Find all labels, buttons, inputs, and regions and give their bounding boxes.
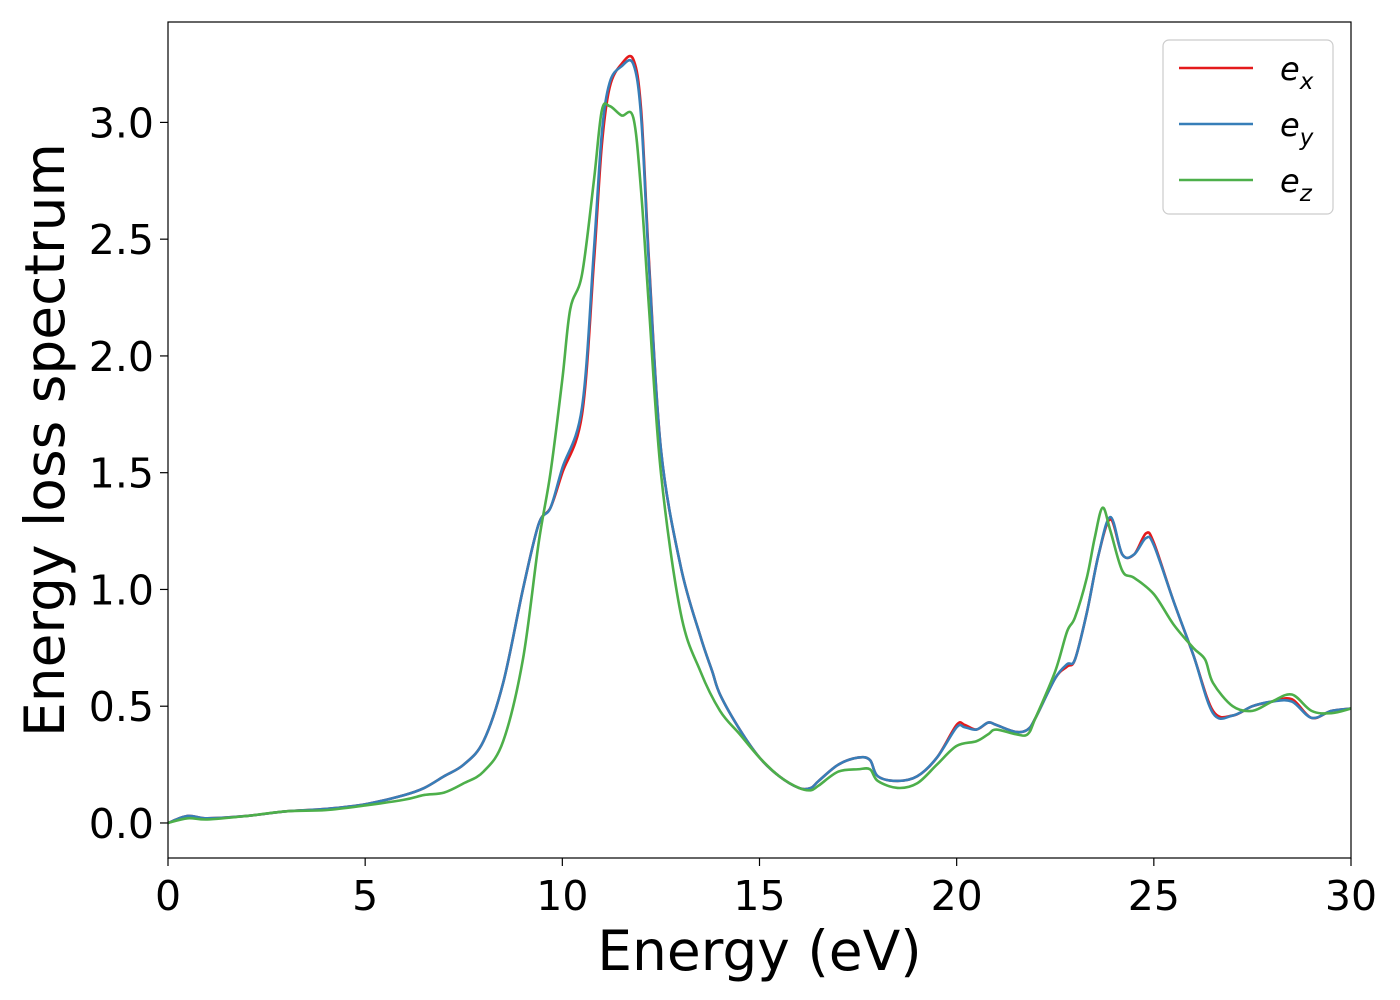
x-axis-title: Energy (eV): [597, 919, 921, 983]
x-tick-label: 10: [536, 872, 588, 920]
x-axis-ticks: 0 5 10 15 20 25 30: [155, 858, 1377, 920]
y-tick-label: 2.5: [89, 216, 154, 264]
y-tick-label: 0.0: [89, 800, 154, 848]
plot-lines: [168, 54, 1351, 825]
legend-label-ez: ez: [1280, 162, 1313, 207]
x-tick-label: 0: [155, 872, 181, 920]
x-tick-label: 30: [1325, 872, 1377, 920]
series-line-ey: [168, 58, 1351, 825]
y-tick-label: 0.5: [89, 683, 154, 731]
y-axis-title: Energy loss spectrum: [13, 143, 77, 737]
y-tick-label: 2.0: [89, 333, 154, 381]
legend-label-ex: ex: [1280, 50, 1314, 95]
legend-box: [1162, 39, 1334, 215]
y-tick-label: 1.5: [89, 450, 154, 498]
y-tick-label: 1.0: [89, 566, 154, 614]
series-line-ez: [168, 102, 1351, 825]
y-axis-ticks: 0.0 0.5 1.0 1.5 2.0 2.5 3.0: [89, 99, 168, 848]
legend: ex ey ez: [1162, 39, 1334, 215]
x-tick-label: 25: [1128, 872, 1180, 920]
y-tick-label: 3.0: [89, 99, 154, 147]
x-tick-label: 5: [352, 872, 378, 920]
x-tick-label: 15: [733, 872, 785, 920]
legend-label-ey: ey: [1280, 106, 1314, 151]
x-tick-label: 20: [931, 872, 983, 920]
